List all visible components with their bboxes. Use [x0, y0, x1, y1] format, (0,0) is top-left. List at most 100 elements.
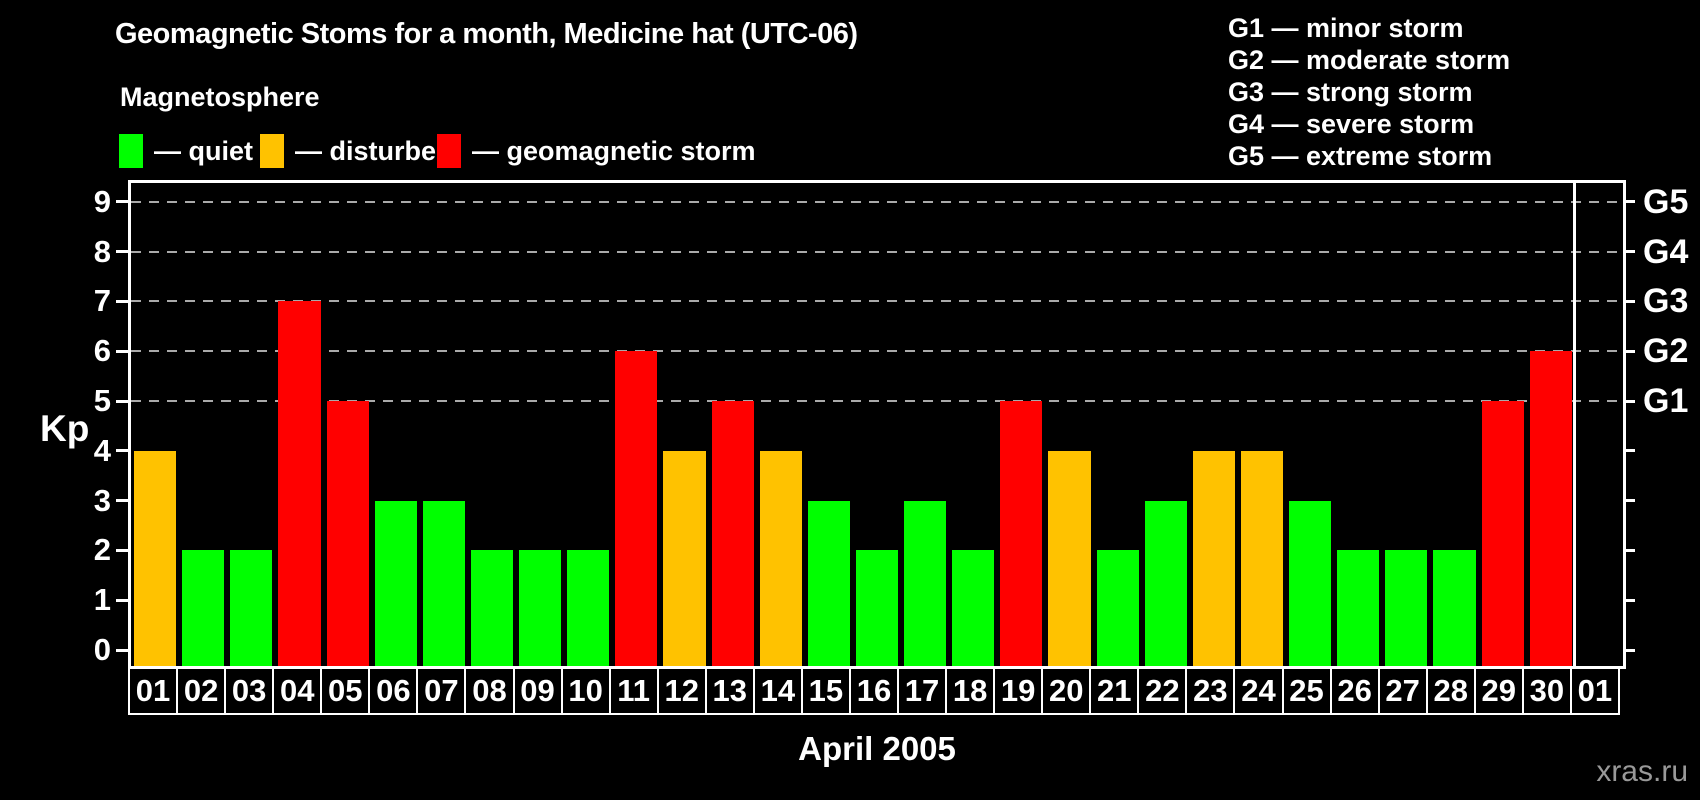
day-label-27: 27 [1380, 668, 1428, 713]
bar-day-03 [230, 550, 273, 666]
bar-day-20 [1048, 450, 1091, 666]
legend-item-quiet-label: — quiet [154, 135, 253, 166]
day-label-17: 17 [899, 668, 948, 713]
y-axis-tick-right-0 [1623, 648, 1635, 652]
gridline-kp-5 [131, 400, 1623, 402]
day-label-29: 29 [1476, 668, 1524, 713]
bar-day-07 [422, 500, 465, 666]
y-axis-tick-right-2 [1623, 548, 1635, 552]
day-label-12: 12 [659, 668, 707, 713]
y-tick-label-7: 7 [93, 283, 111, 319]
bar-day-02 [182, 550, 225, 666]
bar-day-15 [807, 500, 850, 666]
day-label-13: 13 [707, 668, 755, 713]
day-label-10: 10 [563, 668, 611, 713]
day-label-21: 21 [1091, 668, 1140, 713]
bar-day-12 [663, 450, 706, 666]
day-label-02: 02 [178, 668, 227, 713]
y-axis-tick-left-6 [116, 349, 128, 353]
right-axis-label-g5: G5 [1643, 182, 1689, 221]
y-tick-label-8: 8 [93, 233, 111, 269]
bar-day-04 [278, 301, 321, 666]
day-label-07: 07 [418, 668, 467, 713]
bar-day-14 [759, 450, 802, 666]
day-label-22: 22 [1139, 668, 1188, 713]
chart-title: Geomagnetic Stoms for a month, Medicine … [115, 18, 858, 50]
storm-scale-legend-line-g1: G1 — minor storm [1228, 13, 1464, 43]
day-label-19: 19 [995, 668, 1044, 713]
legend-item-disturbed-label: — disturbed [295, 135, 453, 166]
day-label-11: 11 [611, 668, 659, 713]
bar-day-01 [134, 450, 177, 666]
storm-color-swatch [437, 134, 461, 168]
right-axis-label-g4: G4 [1643, 232, 1689, 271]
y-axis-tick-right-7 [1623, 299, 1635, 303]
y-axis-tick-left-4 [116, 449, 128, 453]
legend-item-storm: — geomagnetic storm [437, 134, 756, 168]
y-axis-tick-right-8 [1623, 250, 1635, 254]
storm-scale-legend-line-g2: G2 — moderate storm [1228, 45, 1511, 75]
y-axis-tick-left-7 [116, 299, 128, 303]
y-tick-label-2: 2 [93, 532, 111, 568]
day-label-23: 23 [1187, 668, 1236, 713]
y-axis-tick-right-3 [1623, 499, 1635, 503]
y-axis-tick-left-9 [116, 200, 128, 204]
bar-day-21 [1096, 550, 1139, 666]
bar-day-23 [1192, 450, 1235, 666]
day-label-09: 09 [515, 668, 563, 713]
bar-day-26 [1337, 550, 1380, 666]
gridline-kp-8 [131, 250, 1623, 253]
watermark: xras.ru [1596, 755, 1688, 788]
day-label-05: 05 [322, 668, 371, 713]
y-axis-tick-left-5 [116, 399, 128, 403]
y-axis-title: Kp [40, 408, 90, 449]
bar-day-19 [1000, 401, 1043, 666]
bar-day-16 [855, 550, 899, 666]
y-tick-label-3: 3 [93, 482, 111, 518]
gridline-kp-6 [131, 350, 1623, 353]
day-label-24: 24 [1235, 668, 1284, 713]
y-tick-label-5: 5 [93, 383, 111, 418]
y-tick-label-0: 0 [93, 632, 111, 667]
quiet-color-swatch [119, 134, 143, 168]
storm-scale-legend-line-g4: G4 — severe storm [1228, 109, 1475, 139]
y-axis-tick-right-6 [1623, 349, 1635, 353]
day-label-14: 14 [755, 668, 803, 713]
day-label-30: 30 [1524, 668, 1572, 713]
x-axis-title: April 2005 [798, 730, 956, 767]
bar-day-08 [470, 550, 514, 666]
legend-item-storm-label: — geomagnetic storm [472, 135, 756, 166]
y-axis-tick-left-8 [116, 250, 128, 254]
day-label-26: 26 [1332, 668, 1380, 713]
bar-day-24 [1240, 450, 1284, 666]
x-axis-day-labels: 01 02 03 04 05 06 07 08 09 10 11 12 13 14 15 16 17 18 19 20… [128, 666, 1620, 715]
storm-scale-legend-line-g5: G5 — extreme storm [1228, 141, 1493, 171]
day-label-06: 06 [370, 668, 419, 713]
plot-area: 0 1 2 3 4 5 6 7 8 9 G1 G2 G3 G4 G5 [94, 180, 1688, 669]
day-label-25: 25 [1284, 668, 1332, 713]
day-label-04: 04 [274, 668, 323, 713]
storm-scale-legend: G1 — minor storm G2 — moderate storm G3 … [1228, 12, 1510, 172]
right-axis-label-g3: G3 [1643, 282, 1689, 321]
bar-day-06 [374, 500, 417, 666]
y-tick-label-4: 4 [93, 432, 111, 468]
day-label-03: 03 [226, 668, 275, 713]
bar-day-13 [711, 401, 754, 666]
legend-item-quiet: — quiet [119, 134, 253, 168]
y-axis-tick-right-1 [1623, 598, 1635, 602]
month-boundary-line [1573, 183, 1577, 666]
y-tick-label-6: 6 [93, 333, 111, 369]
day-label-28: 28 [1428, 668, 1476, 713]
bar-day-05 [326, 401, 369, 666]
bar-day-09 [519, 550, 562, 666]
y-axis-tick-left-1 [116, 598, 128, 602]
day-label-20: 20 [1043, 668, 1092, 713]
bar-day-30 [1529, 351, 1572, 666]
bar-day-27 [1385, 550, 1428, 666]
storm-scale-legend-line-g3: G3 — strong storm [1228, 77, 1473, 107]
y-tick-label-1: 1 [93, 582, 111, 618]
bar-day-29 [1481, 401, 1524, 666]
day-label-next-01: 01 [1577, 672, 1613, 708]
y-axis-tick-left-0 [116, 648, 128, 652]
right-axis-label-g2: G2 [1643, 332, 1689, 371]
